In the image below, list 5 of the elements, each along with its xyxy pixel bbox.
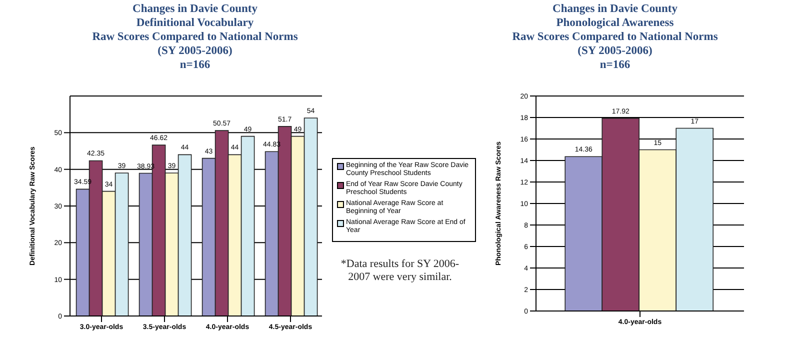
chart-subtitle: (SY 2005-2006) n=166: [576, 44, 654, 72]
chart-title: Changes in Davie County Definitional Vocabulary Raw Scores Compared to National Norms: [91, 2, 299, 44]
chart-subtitle: (SY 2005-2006) n=166: [156, 44, 234, 72]
chart-title: Changes in Davie County Phonological Awareness Raw Scores Compared to National Norms: [511, 2, 719, 44]
text: *Data results for SY 2006-2007 were very similar.: [340, 258, 460, 284]
